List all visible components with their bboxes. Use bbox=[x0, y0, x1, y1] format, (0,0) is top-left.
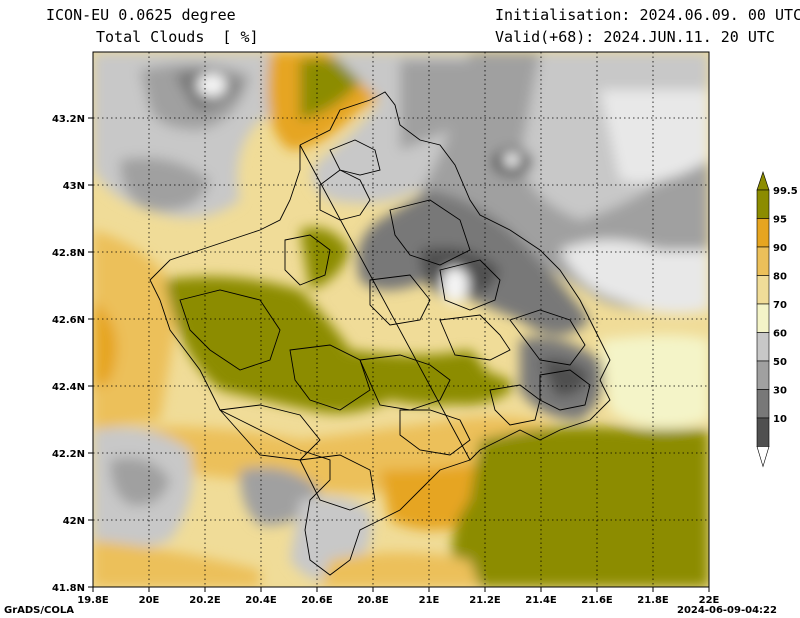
colorbar-label: 10 bbox=[773, 414, 787, 425]
variable-title: Total Clouds [ %] bbox=[96, 28, 259, 46]
y-tick-label: 42N bbox=[63, 516, 85, 527]
x-tick-label: 20E bbox=[139, 595, 160, 606]
colorbar-label: 50 bbox=[773, 357, 787, 368]
y-tick-label: 42.8N bbox=[52, 248, 85, 259]
valid-time: Valid(+68): 2024.JUN.11. 20 UTC bbox=[495, 28, 775, 46]
init-time: Initialisation: 2024.06.09. 00 UTC bbox=[495, 6, 800, 24]
colorbar-swatch bbox=[756, 189, 770, 219]
colorbar-bottom-arrow bbox=[756, 446, 770, 468]
colorbar-top-arrow bbox=[756, 171, 770, 191]
colorbar-label: 60 bbox=[773, 329, 787, 340]
cloud-field bbox=[93, 52, 709, 587]
colorbar-swatch bbox=[756, 417, 770, 447]
y-tick-label: 41.8N bbox=[52, 583, 85, 594]
colorbar-label: 80 bbox=[773, 272, 787, 283]
colorbar-label: 99.5 bbox=[773, 186, 798, 197]
y-tick-label: 42.2N bbox=[52, 449, 85, 460]
y-tick-label: 43.2N bbox=[52, 114, 85, 125]
x-tick-label: 21E bbox=[419, 595, 440, 606]
colorbar-label: 70 bbox=[773, 300, 787, 311]
x-tick-label: 21.6E bbox=[581, 595, 613, 606]
colorbar-swatch bbox=[756, 332, 770, 362]
x-tick-label: 20.8E bbox=[357, 595, 389, 606]
x-tick-label: 20.2E bbox=[189, 595, 221, 606]
x-tick-label: 21.4E bbox=[525, 595, 557, 606]
colorbar: 99.5 95 90 80 70 60 50 30 10 bbox=[756, 171, 798, 468]
colorbar-swatch bbox=[756, 246, 770, 276]
y-tick-label: 42.6N bbox=[52, 315, 85, 326]
colorbar-swatch bbox=[756, 218, 770, 248]
model-title: ICON-EU 0.0625 degree bbox=[46, 6, 236, 24]
admin-borders bbox=[149, 91, 611, 576]
colorbar-swatch bbox=[756, 275, 770, 305]
y-tick-label: 43N bbox=[63, 181, 85, 192]
colorbar-label: 90 bbox=[773, 243, 787, 254]
x-tick-label: 21.8E bbox=[637, 595, 669, 606]
colorbar-swatch bbox=[756, 303, 770, 333]
colorbar-label: 30 bbox=[773, 386, 787, 397]
x-tick-label: 21.2E bbox=[469, 595, 501, 606]
footer-timestamp: 2024-06-09-04:22 bbox=[677, 605, 777, 616]
graticule bbox=[93, 52, 709, 587]
colorbar-swatch bbox=[756, 360, 770, 390]
x-tick-label: 20.4E bbox=[245, 595, 277, 606]
x-tick-label: 20.6E bbox=[301, 595, 333, 606]
x-tick-label: 19.8E bbox=[77, 595, 109, 606]
x-tick-label: 22E bbox=[699, 595, 720, 606]
footer-source: GrADS/COLA bbox=[4, 605, 74, 616]
tick-marks bbox=[88, 117, 710, 592]
y-tick-label: 42.4N bbox=[52, 382, 85, 393]
colorbar-label: 95 bbox=[773, 215, 787, 226]
colorbar-swatch bbox=[756, 389, 770, 419]
